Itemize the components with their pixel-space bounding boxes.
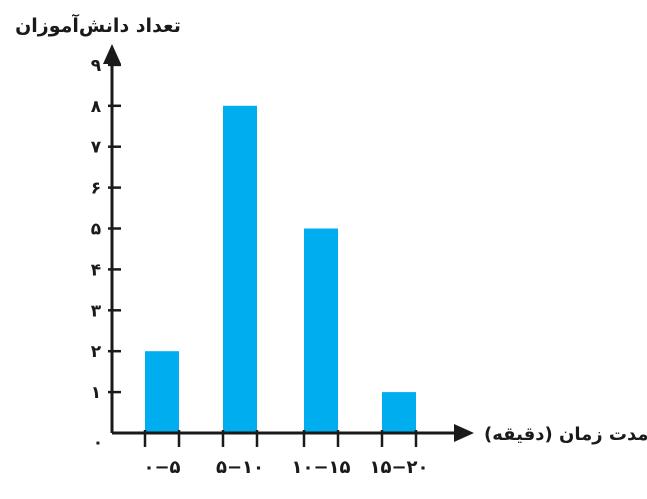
category-label-2: ۱۰−۱۵ [291,457,350,478]
category-label-3: ۱۵−۲۰ [369,457,428,478]
y-tick-label-5: ۵ [91,220,101,240]
y-tick-label-3: ۳ [91,301,102,321]
category-label-1: ۵−۱۰ [216,457,264,478]
x-axis-arrowhead [454,424,474,442]
y-tick-label-2: ۲ [91,342,102,362]
bar-1 [223,105,257,434]
x-ticks-layer: ۰−۵ ۵−۱۰ ۱۰−۱۵ ۱۵−۲۰ [143,430,429,478]
bars-layer [145,105,416,434]
y-tick-label-1: ۱ [91,383,101,403]
category-label-0: ۰−۵ [143,457,180,478]
y-tick-label-8: ۸ [91,97,102,117]
y-axis-title: تعداد دانش‌آموزان [15,13,181,37]
y-tick-label-9: ۹ [91,56,102,76]
bar-2 [304,228,338,433]
y-ticks-layer: ۰ ۱ ۲ ۳ ۴ ۵ ۶ ۷ ۸ ۹ [91,56,121,453]
y-axis-arrowhead [103,44,121,64]
y-tick-label-0: ۰ [93,433,103,453]
y-tick-label-7: ۷ [91,138,102,158]
bar-0 [145,351,179,433]
axes-layer [103,44,474,442]
y-tick-label-6: ۶ [91,179,101,199]
y-tick-label-4: ۴ [91,260,101,280]
bar-3 [382,392,416,433]
x-axis-title: مدت زمان (دقیقه) [484,424,647,445]
